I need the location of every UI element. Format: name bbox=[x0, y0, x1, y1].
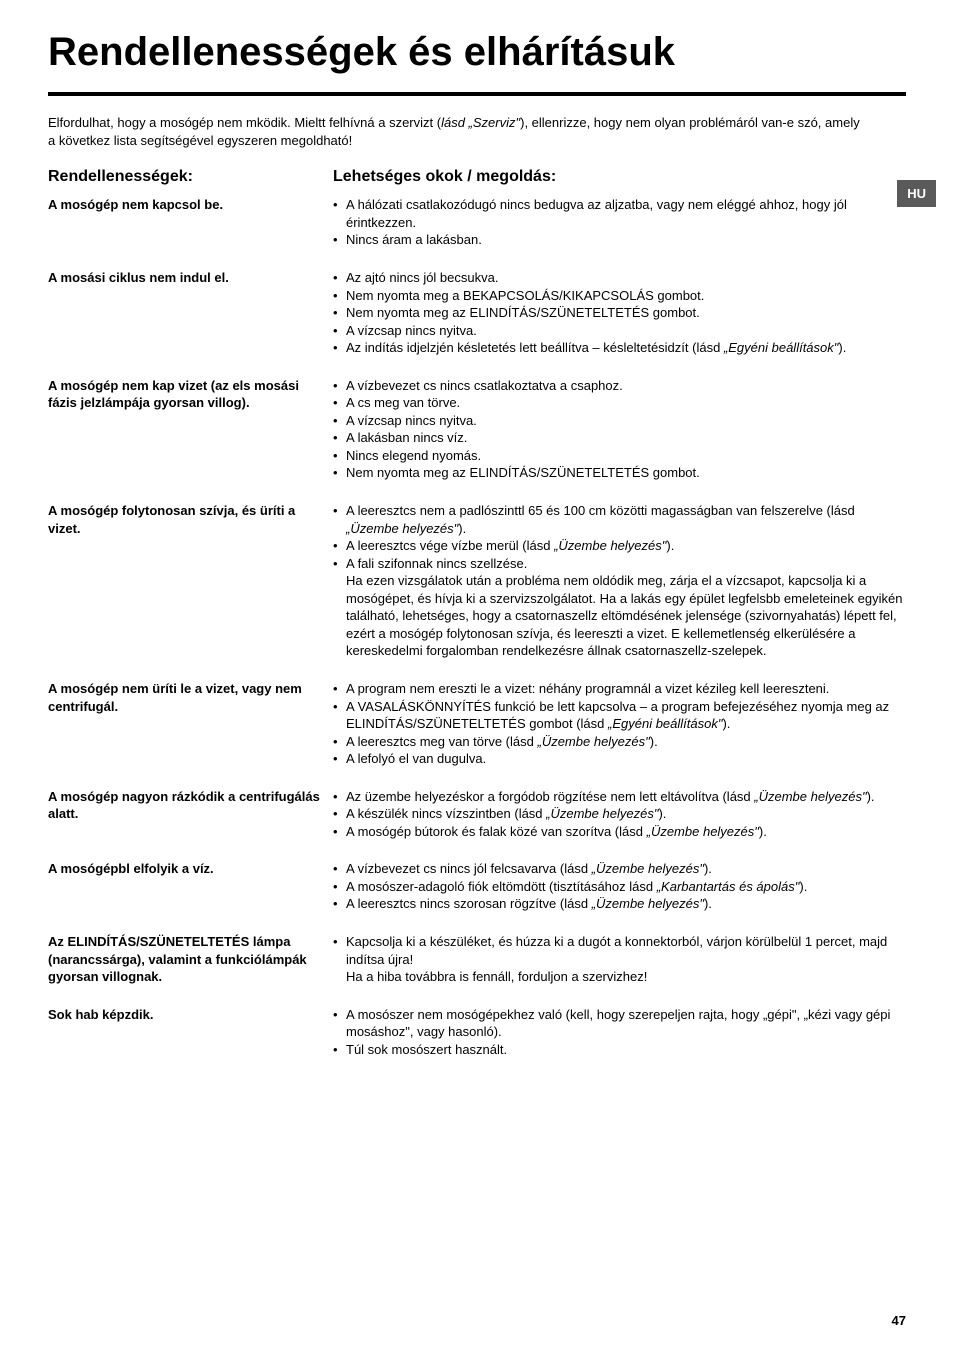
fault-label: A mosógép nagyon rázkódik a centrifugálá… bbox=[48, 788, 333, 823]
solution-item: A program nem ereszti le a vizet: néhány… bbox=[333, 680, 906, 698]
trouble-row: A mosógép nem üríti le a vizet, vagy nem… bbox=[48, 680, 906, 768]
solutions-cell: A mosószer nem mosógépekhez való (kell, … bbox=[333, 1006, 906, 1059]
solution-item: A leeresztcs meg van törve (lásd „Üzembe… bbox=[333, 733, 906, 751]
solutions-cell: Az ajtó nincs jól becsukva.Nem nyomta me… bbox=[333, 269, 906, 357]
solution-item: Az indítás idjelzjén késletetés lett beá… bbox=[333, 339, 906, 357]
fault-label: Sok hab képzdik. bbox=[48, 1006, 333, 1024]
fault-label: A mosási ciklus nem indul el. bbox=[48, 269, 333, 287]
solution-item: A mosószer nem mosógépekhez való (kell, … bbox=[333, 1006, 906, 1041]
title-divider bbox=[48, 92, 906, 96]
solution-item: A vízbevezet cs nincs jól felcsavarva (l… bbox=[333, 860, 906, 878]
solution-note: Ha ezen vizsgálatok után a probléma nem … bbox=[333, 572, 906, 660]
column-headers: Rendellenességek: Lehetséges okok / mego… bbox=[48, 168, 906, 186]
fault-label: A mosógép nem kapcsol be. bbox=[48, 196, 333, 214]
solution-item: A leeresztcs nem a padlószinttl 65 és 10… bbox=[333, 502, 906, 537]
fault-label: A mosógép nem kap vizet (az els mosási f… bbox=[48, 377, 333, 412]
solution-item: Az ajtó nincs jól becsukva. bbox=[333, 269, 906, 287]
solution-item: A készülék nincs vízszintben (lásd „Üzem… bbox=[333, 805, 906, 823]
solution-item: A lefolyó el van dugulva. bbox=[333, 750, 906, 768]
trouble-row: Az ELINDÍTÁS/SZÜNETELTETÉS lámpa (naranc… bbox=[48, 933, 906, 986]
solutions-cell: A leeresztcs nem a padlószinttl 65 és 10… bbox=[333, 502, 906, 660]
solutions-cell: Kapcsolja ki a készüléket, és húzza ki a… bbox=[333, 933, 906, 986]
solution-item: Kapcsolja ki a készüléket, és húzza ki a… bbox=[333, 933, 906, 968]
solution-item: A lakásban nincs víz. bbox=[333, 429, 906, 447]
solutions-cell: Az üzembe helyezéskor a forgódob rögzíté… bbox=[333, 788, 906, 841]
trouble-row: A mosógép nem kapcsol be.A hálózati csat… bbox=[48, 196, 906, 249]
solution-item: A fali szifonnak nincs szellzése. bbox=[333, 555, 906, 573]
page-title: Rendellenességek és elhárításuk bbox=[48, 30, 906, 74]
fault-label: A mosógép folytonosan szívja, és üríti a… bbox=[48, 502, 333, 537]
solutions-cell: A program nem ereszti le a vizet: néhány… bbox=[333, 680, 906, 768]
solution-item: A mosószer-adagoló fiók eltömdött (tiszt… bbox=[333, 878, 906, 896]
trouble-row: A mosógép nem kap vizet (az els mosási f… bbox=[48, 377, 906, 482]
trouble-row: A mosási ciklus nem indul el.Az ajtó nin… bbox=[48, 269, 906, 357]
trouble-row: A mosógép folytonosan szívja, és üríti a… bbox=[48, 502, 906, 660]
trouble-row: A mosógép nagyon rázkódik a centrifugálá… bbox=[48, 788, 906, 841]
solutions-cell: A vízbevezet cs nincs csatlakoztatva a c… bbox=[333, 377, 906, 482]
solution-item: A cs meg van törve. bbox=[333, 394, 906, 412]
solution-item: A leeresztcs nincs szorosan rögzítve (lá… bbox=[333, 895, 906, 913]
page-number: 47 bbox=[892, 1313, 906, 1328]
intro-text: Elfordulhat, hogy a mosógép nem mködik. … bbox=[48, 114, 868, 150]
solution-item: Nem nyomta meg a BEKAPCSOLÁS/KIKAPCSOLÁS… bbox=[333, 287, 906, 305]
solution-item: A vízbevezet cs nincs csatlakoztatva a c… bbox=[333, 377, 906, 395]
solution-item: A mosógép bútorok és falak közé van szor… bbox=[333, 823, 906, 841]
fault-label: A mosógép nem üríti le a vizet, vagy nem… bbox=[48, 680, 333, 715]
solutions-cell: A vízbevezet cs nincs jól felcsavarva (l… bbox=[333, 860, 906, 913]
solution-item: A VASALÁSKÖNNYÍTÉS funkció be lett kapcs… bbox=[333, 698, 906, 733]
solution-item: A leeresztcs vége vízbe merül (lásd „Üze… bbox=[333, 537, 906, 555]
solution-item: Nincs áram a lakásban. bbox=[333, 231, 906, 249]
solution-item: A vízcsap nincs nyitva. bbox=[333, 322, 906, 340]
solution-item: Nem nyomta meg az ELINDÍTÁS/SZÜNETELTETÉ… bbox=[333, 464, 906, 482]
solutions-cell: A hálózati csatlakozódugó nincs bedugva … bbox=[333, 196, 906, 249]
solution-item: A hálózati csatlakozódugó nincs bedugva … bbox=[333, 196, 906, 231]
faults-header: Rendellenességek: bbox=[48, 168, 333, 186]
solutions-header: Lehetséges okok / megoldás: bbox=[333, 168, 556, 186]
solution-item: Nincs elegend nyomás. bbox=[333, 447, 906, 465]
solution-note: Ha a hiba továbbra is fennáll, forduljon… bbox=[333, 968, 906, 986]
trouble-row: A mosógépbl elfolyik a víz.A vízbevezet … bbox=[48, 860, 906, 913]
solution-item: Az üzembe helyezéskor a forgódob rögzíté… bbox=[333, 788, 906, 806]
solution-item: A vízcsap nincs nyitva. bbox=[333, 412, 906, 430]
solution-item: Túl sok mosószert használt. bbox=[333, 1041, 906, 1059]
solution-item: Nem nyomta meg az ELINDÍTÁS/SZÜNETELTETÉ… bbox=[333, 304, 906, 322]
fault-label: A mosógépbl elfolyik a víz. bbox=[48, 860, 333, 878]
fault-label: Az ELINDÍTÁS/SZÜNETELTETÉS lámpa (naranc… bbox=[48, 933, 333, 986]
trouble-row: Sok hab képzdik.A mosószer nem mosógépek… bbox=[48, 1006, 906, 1059]
